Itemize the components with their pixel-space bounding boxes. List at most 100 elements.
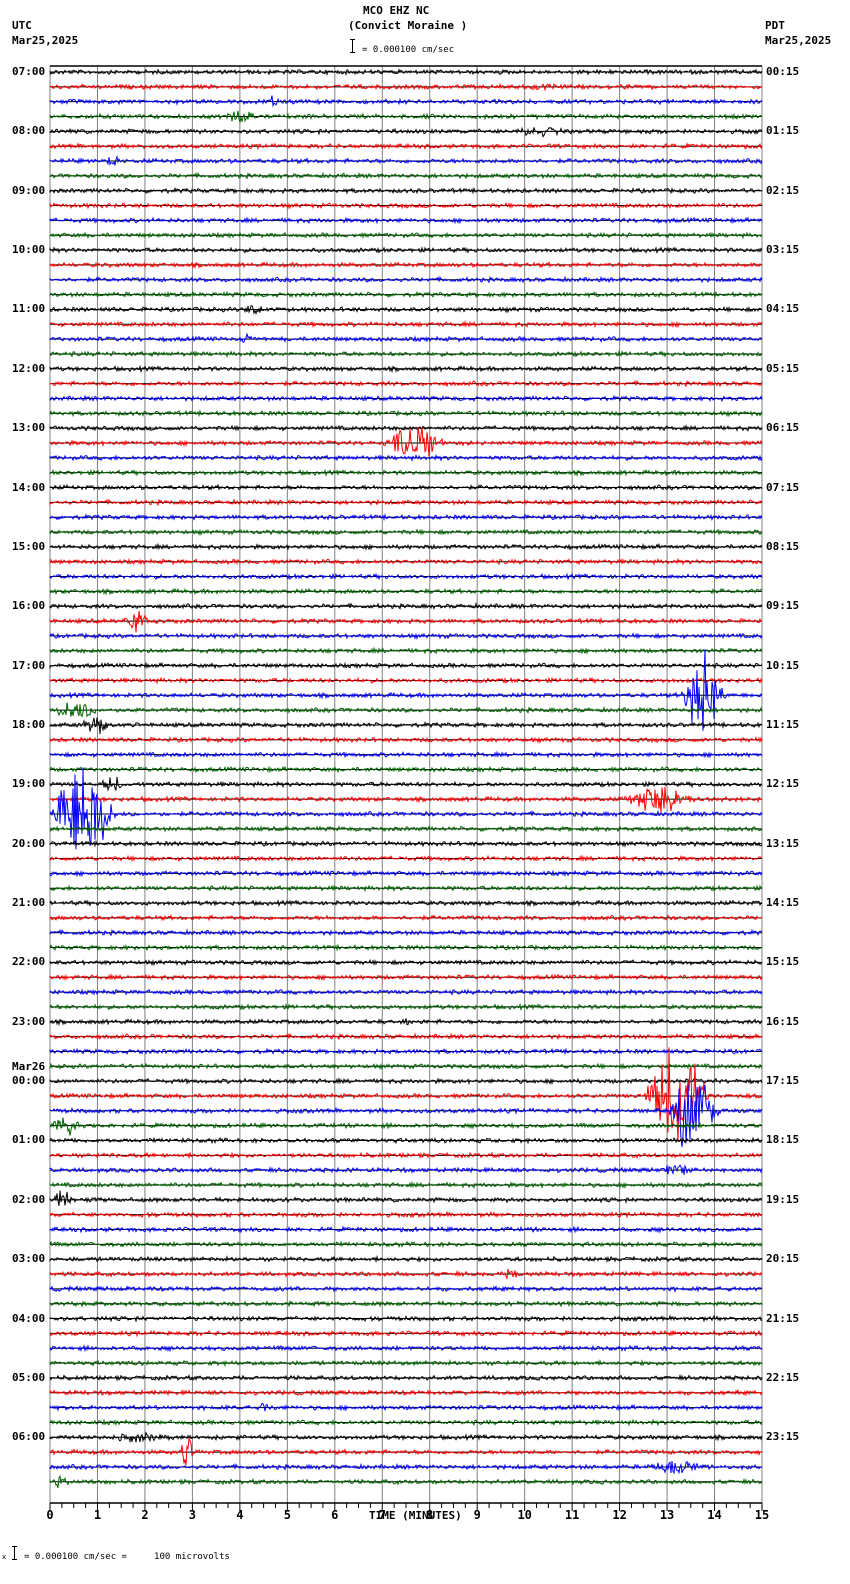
trace-red: [49, 1032, 763, 1041]
x-tick-label: 7: [379, 1508, 386, 1522]
trace-red: [49, 1151, 763, 1160]
trace-black: [49, 423, 763, 433]
date-change-label: Mar26: [12, 1060, 46, 1074]
trace-black: [49, 126, 763, 138]
trace-black: [49, 186, 763, 195]
x-tick-label: 8: [426, 1508, 433, 1522]
x-tick-label: 5: [284, 1508, 291, 1522]
utc-time-label: 09:00: [12, 183, 46, 197]
left-timezone: UTC: [12, 19, 32, 32]
utc-time-label: 01:00: [12, 1133, 46, 1147]
utc-time-label: 13:00: [12, 421, 46, 435]
trace-black: [49, 483, 763, 492]
calibration-bar-icon: [12, 1546, 21, 1560]
trace-blue: [49, 572, 763, 581]
trace-black: [49, 899, 763, 908]
trace-green: [49, 1062, 763, 1071]
trace-green: [49, 409, 763, 418]
pdt-time-label: 04:15: [766, 302, 800, 316]
utc-time-label: 22:00: [12, 955, 46, 969]
trace-blue: [49, 750, 763, 759]
x-tick-label: 14: [707, 1508, 721, 1522]
pdt-time-label: 10:15: [766, 658, 800, 672]
station-title: MCO EHZ NC: [363, 4, 430, 17]
utc-time-label: 18:00: [12, 717, 46, 731]
x-tick-label: 1: [94, 1508, 101, 1522]
trace-blue: [49, 454, 763, 462]
x-tick-label: 15: [755, 1508, 769, 1522]
trace-green: [49, 884, 763, 893]
left-date: Mar25,2025: [12, 34, 79, 47]
trace-black: [49, 68, 763, 77]
pdt-time-label: 13:15: [766, 836, 800, 850]
trace-green: [49, 824, 763, 833]
trace-red: [49, 973, 763, 982]
trace-blue: [49, 869, 763, 878]
pdt-time-label: 01:15: [766, 124, 800, 138]
trace-blue: [49, 275, 763, 284]
trace-green: [49, 110, 763, 124]
utc-time-label: 11:00: [12, 302, 46, 316]
utc-time-label: 21:00: [12, 896, 46, 910]
trace-red: [49, 426, 763, 457]
utc-time-label: 15:00: [12, 539, 46, 553]
trace-green: [49, 702, 763, 718]
trace-red: [49, 1388, 763, 1397]
trace-blue: [49, 928, 763, 937]
trace-green: [49, 171, 763, 180]
trace-black: [49, 958, 763, 967]
trace-black: [49, 1076, 763, 1086]
trace-black: [49, 1018, 763, 1027]
trace-blue: [49, 333, 763, 343]
trace-black: [49, 246, 763, 254]
trace-green: [49, 943, 763, 952]
trace-black: [49, 1373, 763, 1382]
trace-red: [49, 261, 763, 270]
trace-red: [49, 379, 763, 388]
trace-blue: [49, 649, 762, 731]
trace-black: [49, 1431, 763, 1444]
utc-time-label: 16:00: [12, 599, 46, 613]
pdt-time-label: 18:15: [766, 1133, 800, 1147]
trace-red: [49, 1047, 763, 1143]
trace-green: [49, 1117, 763, 1136]
trace-red: [49, 1329, 763, 1338]
trace-red: [49, 676, 763, 685]
utc-time-label: 14:00: [12, 480, 46, 494]
trace-red: [49, 736, 763, 744]
pdt-time-label: 06:15: [766, 421, 800, 435]
pdt-time-label: 08:15: [766, 539, 800, 553]
trace-black: [49, 542, 763, 551]
trace-red: [49, 202, 763, 210]
x-tick-label: 12: [612, 1508, 626, 1522]
pdt-time-label: 17:15: [766, 1074, 800, 1088]
scale-bar-icon: [350, 39, 359, 53]
trace-blue: [49, 767, 763, 850]
calibration-prefix: x: [2, 1553, 7, 1561]
x-tick-label: 3: [189, 1508, 196, 1522]
pdt-time-label: 23:15: [766, 1430, 800, 1444]
x-tick-label: 6: [331, 1508, 338, 1522]
trace-green: [49, 468, 763, 478]
trace-green: [49, 1358, 763, 1368]
trace-blue: [49, 95, 763, 108]
pdt-time-label: 22:15: [766, 1370, 800, 1384]
right-date: Mar25,2025: [765, 34, 832, 47]
trace-red: [49, 1210, 763, 1219]
trace-green: [49, 528, 763, 537]
trace-green: [49, 231, 763, 240]
trace-blue: [49, 154, 763, 166]
trace-blue: [49, 1344, 763, 1353]
trace-red: [49, 611, 763, 633]
pdt-time-label: 15:15: [766, 955, 800, 969]
trace-black: [49, 661, 763, 670]
trace-black: [49, 1314, 763, 1323]
trace-red: [49, 320, 763, 329]
pdt-time-label: 03:15: [766, 243, 800, 257]
utc-time-label: 23:00: [12, 1014, 46, 1028]
trace-green: [49, 1240, 763, 1249]
utc-time-label: 05:00: [12, 1370, 46, 1384]
trace-red: [49, 142, 763, 151]
calibration-text: = 0.000100 cm/sec = 100 microvolts: [24, 1552, 230, 1562]
trace-green: [49, 1474, 763, 1488]
